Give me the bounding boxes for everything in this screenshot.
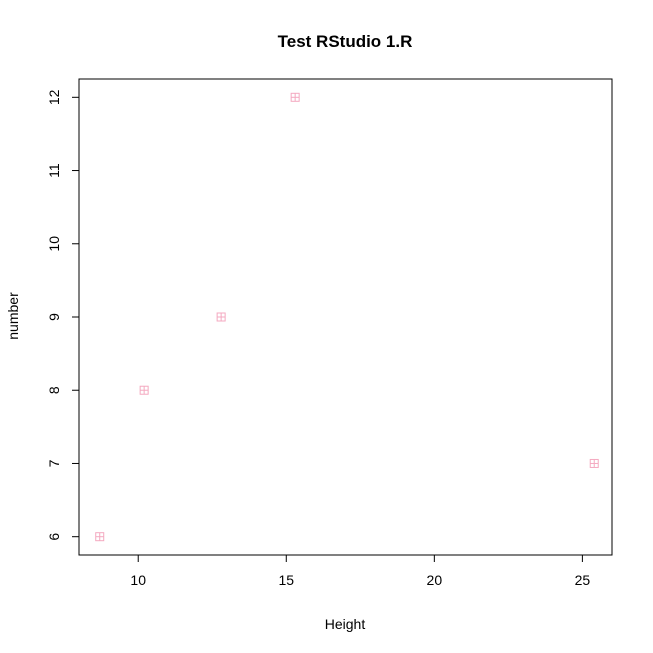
- y-tick-label: 8: [46, 386, 62, 394]
- data-point: [589, 458, 599, 468]
- data-point: [95, 532, 105, 542]
- x-tick-label: 15: [278, 572, 294, 588]
- y-tick-label: 7: [46, 459, 62, 467]
- data-points: [95, 92, 599, 542]
- y-axis: 6 7 8 9 10 11 12: [46, 89, 80, 541]
- y-axis-label: number: [5, 292, 21, 340]
- y-tick-label: 9: [46, 313, 62, 321]
- x-tick-label: 10: [130, 572, 146, 588]
- data-point: [139, 385, 149, 395]
- y-tick-label: 6: [46, 533, 62, 541]
- x-axis-label: Height: [325, 616, 366, 632]
- x-tick-label: 25: [575, 572, 591, 588]
- y-tick-label: 12: [46, 89, 62, 105]
- x-tick-label: 20: [427, 572, 443, 588]
- data-point: [290, 92, 300, 102]
- data-point: [216, 312, 226, 322]
- plot-frame: [78, 78, 613, 556]
- chart-title: Test RStudio 1.R: [278, 32, 413, 51]
- x-axis: 10 15 20 25: [130, 554, 591, 588]
- y-tick-label: 11: [46, 163, 62, 178]
- y-tick-label: 10: [46, 236, 62, 252]
